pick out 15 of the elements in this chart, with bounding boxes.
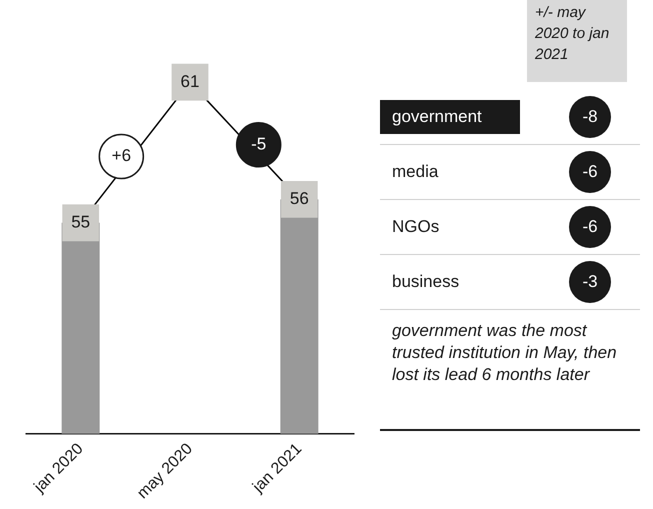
text: government was the most trusted institution in May, then lost its lead 6 months later	[392, 320, 618, 386]
category-label: business	[391, 271, 460, 293]
data-label: 61	[180, 72, 200, 91]
category-label: NGOs	[391, 216, 440, 238]
category-label: media	[391, 161, 440, 183]
data-label: -6	[569, 206, 611, 248]
annotation: -5	[251, 134, 266, 154]
category-label: government	[380, 100, 520, 134]
data-label: -3	[569, 261, 611, 303]
data-label: 56	[290, 189, 309, 208]
data-label: -6	[569, 151, 611, 193]
text: +/- may 2020 to jan 2021	[527, 0, 627, 82]
annotation: +6	[112, 146, 132, 166]
data-label: -8	[569, 96, 611, 138]
data-label: 55	[71, 212, 90, 232]
